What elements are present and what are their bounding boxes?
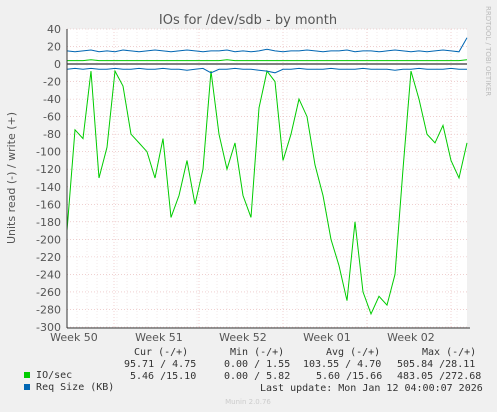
x-tick-label: Week 52 bbox=[219, 331, 267, 344]
legend-reqsize-cur: 5.46 /15.10 bbox=[130, 371, 197, 382]
y-axis-label: Units read (-) / write (+) bbox=[5, 112, 18, 244]
y-tick-label: -100 bbox=[36, 146, 61, 159]
y-tick-label: -220 bbox=[36, 251, 61, 264]
legend-reqsize-min: 0.00 / 5.82 bbox=[224, 371, 291, 382]
munin-footer: Munin 2.0.76 bbox=[225, 398, 271, 406]
x-tick-label: Week 02 bbox=[387, 331, 435, 344]
grid-lines bbox=[67, 28, 467, 328]
legend-row-io: IO/sec bbox=[12, 359, 72, 381]
y-tick-label: -20 bbox=[43, 76, 61, 89]
legend-io-max: 505.84 /28.11 bbox=[397, 359, 476, 370]
legend-reqsize-avg: 5.60 /15.66 bbox=[316, 371, 383, 382]
x-tick-label: Week 51 bbox=[135, 331, 183, 344]
y-tick-label: 40 bbox=[47, 23, 61, 36]
series-reqsize-read-line bbox=[66, 67, 467, 74]
y-tick-label: -120 bbox=[36, 163, 61, 176]
legend-header-max: Max (-/+) bbox=[422, 347, 477, 358]
legend-io-avg: 103.55 / 4.70 bbox=[303, 359, 382, 370]
chart-title: IOs for /dev/sdb - by month bbox=[159, 13, 337, 28]
series-reqsize-write-line bbox=[66, 37, 468, 53]
y-tick-label: -40 bbox=[43, 93, 61, 106]
legend-swatch-reqsize bbox=[24, 384, 31, 390]
series-layer bbox=[66, 37, 468, 316]
y-tick-label: 20 bbox=[47, 41, 61, 54]
legend-label-reqsize: Req Size (KB) bbox=[36, 382, 115, 393]
legend-reqsize-max: 483.05 /272.68 bbox=[397, 371, 482, 382]
legend-header-avg: Avg (-/+) bbox=[326, 347, 381, 358]
legend-header-cur: Cur (-/+) bbox=[134, 347, 189, 358]
y-tick-label: -200 bbox=[36, 233, 61, 246]
x-axis-ticks: Week 50 Week 51 Week 52 Week 01 Week 02 bbox=[50, 331, 435, 344]
legend-io-min: 0.00 / 1.55 bbox=[224, 359, 291, 370]
y-tick-label: -240 bbox=[36, 268, 61, 281]
y-tick-label: 0 bbox=[54, 58, 61, 71]
series-io-write-line bbox=[67, 59, 468, 62]
y-tick-label: -60 bbox=[43, 111, 61, 124]
rrdtool-watermark: RRDTOOL / TOBI OETIKER bbox=[484, 6, 492, 96]
x-tick-label: Week 01 bbox=[303, 331, 351, 344]
y-tick-label: -280 bbox=[36, 303, 61, 316]
x-tick-label: Week 50 bbox=[50, 331, 98, 344]
legend-header-min: Min (-/+) bbox=[230, 347, 285, 358]
y-tick-label: -260 bbox=[36, 286, 61, 299]
y-tick-label: -160 bbox=[36, 198, 61, 211]
y-tick-label: -80 bbox=[43, 128, 61, 141]
legend-row-reqsize: Req Size (KB) bbox=[12, 371, 114, 393]
legend-io-cur: 95.71 / 4.75 bbox=[124, 359, 197, 370]
legend-label-io: IO/sec bbox=[36, 370, 73, 381]
y-tick-label: -140 bbox=[36, 181, 61, 194]
y-tick-label: -300 bbox=[36, 321, 61, 334]
plot-area bbox=[67, 29, 467, 327]
y-axis-ticks: 40 20 0 -20 -40 -60 -80 -100 -120 -140 -160 -180 -20… bbox=[36, 23, 61, 334]
last-update: Last update: Mon Jan 12 04:00:07 2026 bbox=[260, 383, 483, 394]
y-tick-label: -180 bbox=[36, 216, 61, 229]
legend-swatch-io bbox=[24, 372, 31, 378]
